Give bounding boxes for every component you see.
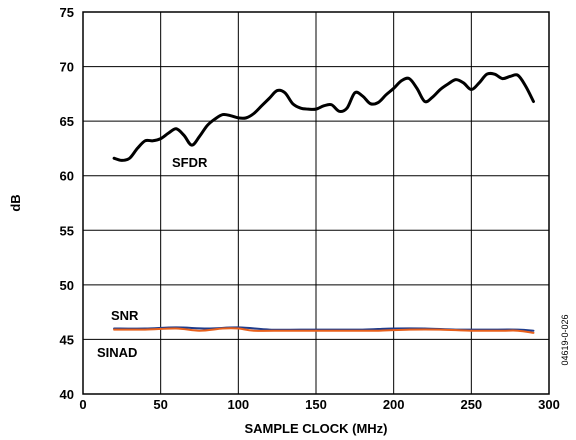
series-label-sfdr: SFDR <box>172 155 208 170</box>
grid <box>83 12 549 394</box>
y-tick-label: 70 <box>60 60 74 75</box>
x-tick-label: 150 <box>305 397 327 412</box>
y-tick-label: 45 <box>60 332 74 347</box>
y-axis-title: dB <box>8 194 23 211</box>
x-tick-label: 0 <box>79 397 86 412</box>
x-axis-title: SAMPLE CLOCK (MHz) <box>245 421 388 436</box>
y-tick-label: 75 <box>60 5 74 20</box>
series-label-snr: SNR <box>111 308 139 323</box>
series-line-sinad <box>113 327 535 334</box>
x-tick-label: 250 <box>460 397 482 412</box>
tick-labels: 0 50 100 150 200 250 300 40 45 50 55 60 65 70 75 <box>60 5 560 412</box>
series-label-sinad: SINAD <box>97 345 137 360</box>
x-tick-label: 100 <box>227 397 249 412</box>
series-lines <box>112 71 535 334</box>
series-line-sfdr <box>112 71 535 162</box>
y-tick-label: 50 <box>60 278 74 293</box>
y-tick-label: 60 <box>60 169 74 184</box>
y-tick-label: 55 <box>60 223 74 238</box>
y-tick-label: 40 <box>60 387 74 402</box>
series-line-snr <box>113 326 535 332</box>
x-tick-label: 50 <box>153 397 167 412</box>
x-tick-label: 200 <box>383 397 405 412</box>
figure-id: 04619-0-026 <box>560 314 570 365</box>
y-tick-label: 65 <box>60 114 74 129</box>
plot-frame <box>82 11 550 395</box>
x-tick-label: 300 <box>538 397 560 412</box>
